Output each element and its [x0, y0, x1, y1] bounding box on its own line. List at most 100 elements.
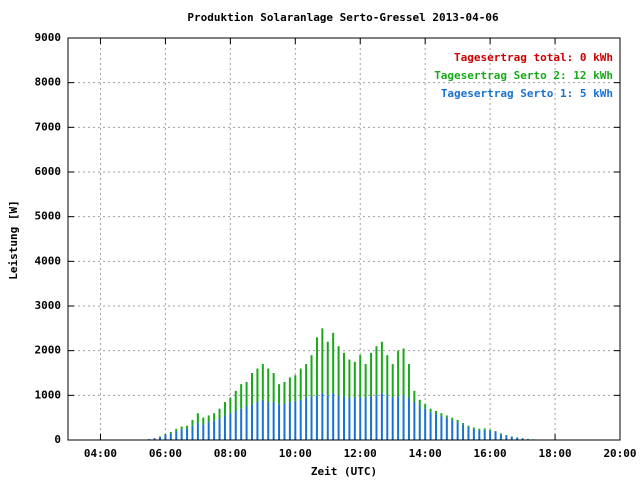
y-tick-label: 0: [54, 433, 61, 446]
bar: [370, 352, 373, 397]
x-tick-label: 12:00: [344, 447, 377, 460]
legend-entry: Tagesertrag Serto 1: 5 kWh: [441, 87, 613, 100]
bar: [440, 413, 443, 416]
bar: [332, 332, 335, 394]
bar: [326, 395, 329, 440]
y-tick-label: 4000: [35, 254, 62, 267]
bar: [288, 377, 291, 403]
bar: [321, 328, 324, 394]
bar: [472, 428, 475, 440]
bar: [440, 415, 443, 440]
bar: [294, 375, 297, 401]
bar: [462, 424, 465, 440]
bar: [429, 408, 432, 413]
bar: [418, 406, 421, 440]
bar: [499, 434, 502, 440]
chart-title: Produktion Solaranlage Serto-Gressel 201…: [187, 11, 499, 24]
bar: [223, 415, 226, 440]
bar: [402, 395, 405, 440]
bar: [267, 402, 270, 440]
bar: [402, 348, 405, 396]
bar: [494, 431, 497, 440]
bar: [386, 395, 389, 440]
bar: [510, 436, 513, 440]
bar: [391, 364, 394, 398]
bar: [467, 427, 470, 440]
bar: [251, 373, 253, 405]
bar: [467, 425, 470, 428]
bar: [299, 399, 302, 440]
bar: [375, 395, 378, 440]
bar: [223, 402, 226, 416]
bar: [407, 397, 410, 440]
bar: [261, 399, 264, 440]
bar: [202, 417, 205, 425]
bar: [164, 435, 167, 440]
bar: [326, 341, 329, 396]
bar: [310, 396, 313, 440]
plot-border: [67, 37, 621, 441]
bar: [364, 397, 367, 440]
bar: [429, 412, 432, 440]
bar: [489, 429, 492, 432]
bar: [321, 393, 324, 440]
bar: [191, 425, 194, 440]
bar: [315, 337, 318, 396]
bar: [272, 373, 275, 403]
bar: [278, 384, 281, 405]
bar: [229, 413, 232, 440]
bar: [196, 413, 199, 424]
legend-entry: Tagesertrag total: 0 kWh: [454, 51, 613, 64]
x-tick-label: 10:00: [279, 447, 312, 460]
bar: [435, 414, 437, 440]
bar: [380, 341, 383, 394]
y-axis-label: Leistung [W]: [7, 200, 20, 279]
bar: [332, 393, 335, 440]
bar: [343, 396, 345, 440]
bar: [456, 422, 459, 440]
bar: [337, 346, 340, 396]
bar: [267, 368, 270, 403]
bar: [283, 403, 286, 440]
bar: [375, 346, 378, 396]
bar: [462, 423, 465, 425]
bar: [386, 355, 389, 396]
bar: [370, 396, 373, 440]
bar: [245, 406, 248, 440]
bar: [234, 390, 237, 411]
bar: [413, 390, 416, 403]
bar: [229, 397, 232, 414]
bar: [451, 417, 454, 420]
bar: [186, 425, 189, 429]
bar: [186, 428, 189, 440]
x-tick-label: 08:00: [214, 447, 247, 460]
bar: [272, 402, 275, 440]
bar: [445, 415, 448, 418]
bar: [380, 393, 383, 440]
bar: [521, 438, 524, 440]
y-tick-label: 7000: [35, 120, 62, 133]
bar: [240, 408, 243, 440]
legend-entry: Tagesertrag Serto 2: 12 kWh: [434, 69, 613, 82]
bar: [164, 434, 167, 436]
bar: [489, 431, 492, 440]
bar: [315, 395, 318, 440]
bar: [283, 381, 286, 404]
y-tick-label: 3000: [35, 299, 62, 312]
bar: [407, 364, 410, 398]
x-tick-label: 06:00: [149, 447, 182, 460]
bar: [196, 423, 199, 440]
bar: [288, 402, 291, 440]
bar: [472, 427, 475, 429]
bar: [359, 355, 362, 398]
bar: [478, 428, 481, 431]
bar: [418, 399, 421, 407]
bar: [180, 429, 183, 440]
bar: [180, 426, 183, 430]
bar: [234, 410, 237, 440]
bar: [483, 428, 486, 430]
bar: [256, 368, 259, 403]
x-tick-label: 18:00: [538, 447, 571, 460]
